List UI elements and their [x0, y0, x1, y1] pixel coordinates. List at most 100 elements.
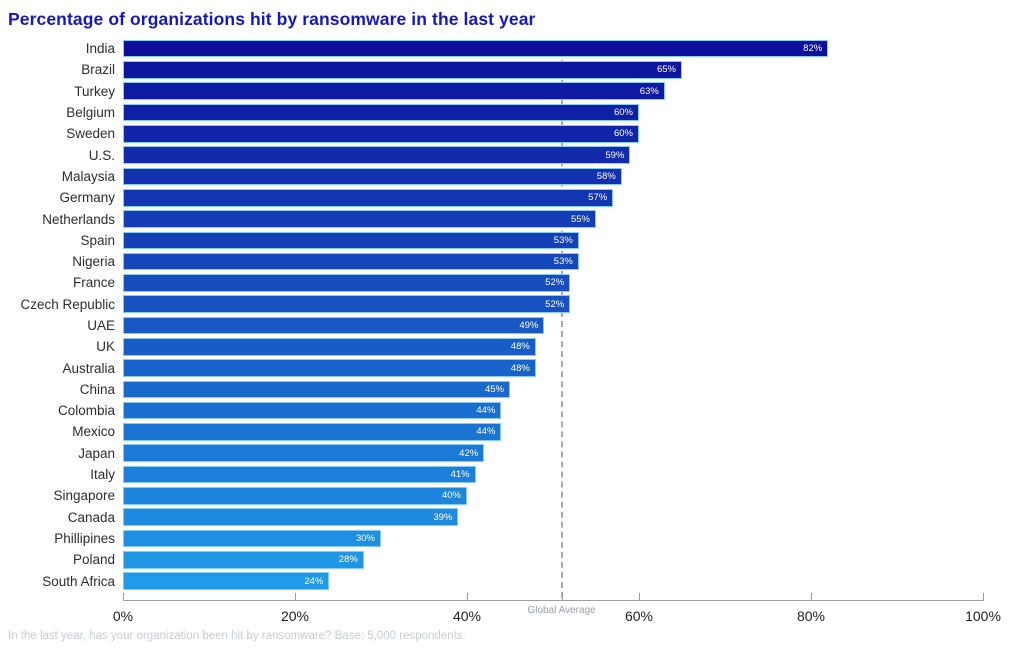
bar: 30% [123, 529, 381, 548]
country-label: Spain [80, 232, 115, 248]
bar-row: Turkey 63% [0, 81, 983, 102]
bar-track: 60% [123, 103, 983, 122]
bar-track: 63% [123, 82, 983, 101]
bar: 41% [123, 465, 476, 484]
axis-tick-label: 40% [452, 608, 482, 624]
bar-value-label: 60% [613, 107, 633, 119]
bar-value-label: 44% [476, 426, 496, 438]
country-label: Colombia [57, 403, 115, 419]
bar-value-label: 82% [803, 43, 823, 55]
bar-row: Canada 39% [0, 507, 983, 528]
bar-value-label: 39% [433, 511, 453, 523]
bar-row: China 45% [0, 379, 983, 400]
bar-row: South Africa 24% [0, 570, 983, 591]
country-label: Nigeria [72, 254, 115, 270]
bar-track: 55% [123, 210, 983, 228]
bar-row: U.S. 59% [0, 144, 983, 165]
axis-tick-mark [983, 593, 984, 601]
bar-value-label: 59% [605, 149, 625, 161]
bar-row: Italy 41% [0, 464, 983, 485]
bar-track: 60% [123, 125, 983, 143]
bar-value-label: 28% [338, 554, 358, 566]
country-label: Poland [72, 552, 115, 568]
bar-track: 41% [123, 465, 983, 484]
bar-track: 52% [123, 274, 983, 292]
bar-value-label: 53% [553, 234, 573, 246]
bar-row: Singapore 40% [0, 485, 983, 506]
bar-track: 53% [123, 231, 983, 250]
bar-track: 45% [123, 380, 983, 399]
country-label: Australia [62, 360, 115, 376]
bar-row: India 82% [0, 38, 983, 59]
country-label: Netherlands [42, 211, 115, 227]
bar: 39% [123, 508, 459, 526]
country-label: Japan [78, 445, 115, 461]
bar-track: 24% [123, 572, 983, 590]
bar-track: 28% [123, 550, 983, 569]
bar-track: 58% [123, 167, 983, 186]
bar-value-label: 48% [510, 341, 530, 353]
bar-row: Sweden 60% [0, 123, 983, 144]
axis-tick-label: 60% [624, 608, 654, 624]
country-label: UK [96, 339, 115, 355]
bar-track: 44% [123, 423, 983, 441]
country-label: UAE [87, 318, 115, 333]
bar-track: 42% [123, 444, 983, 463]
global-average-label: Global Average [527, 605, 596, 616]
country-label: Phillipines [54, 530, 115, 546]
bar-row: Czech Republic 52% [0, 294, 983, 315]
axis-tick-label: 0% [112, 608, 134, 624]
bar-track: 39% [123, 508, 983, 526]
bar-row: Germany 57% [0, 187, 983, 208]
bar: 52% [123, 295, 571, 313]
bar: 44% [123, 401, 502, 420]
country-label: U.S. [88, 147, 115, 163]
bar-row: Netherlands 55% [0, 208, 983, 229]
bar-value-label: 58% [596, 170, 616, 182]
x-axis: 0% 20% 40% 60% 80% 100% Global Average [113, 593, 1001, 624]
bar-value-label: 48% [510, 362, 530, 374]
bar-track: 30% [123, 529, 983, 548]
bar-track: 44% [123, 401, 983, 420]
bar-track: 57% [123, 188, 983, 207]
bar: 55% [123, 210, 596, 228]
country-label: South Africa [42, 573, 115, 589]
bar: 24% [123, 572, 330, 590]
bar-row: Mexico 44% [0, 421, 983, 442]
bar: 48% [123, 338, 536, 356]
bar-track: 65% [123, 61, 983, 79]
bar-row: Nigeria 53% [0, 251, 983, 272]
axis-tick-label: 20% [280, 608, 310, 624]
bar: 82% [123, 39, 829, 58]
bar-value-label: 44% [476, 405, 496, 417]
bar-value-label: 41% [450, 469, 470, 481]
bar-track: 48% [123, 359, 983, 377]
bar-row: Japan 42% [0, 443, 983, 464]
bar-track: 52% [123, 295, 983, 313]
bar-row: Poland 28% [0, 549, 983, 570]
bar-track: 59% [123, 146, 983, 164]
bar-row: Brazil 65% [0, 59, 983, 80]
bar-value-label: 60% [613, 128, 633, 140]
country-label: Czech Republic [20, 296, 115, 312]
footnote: In the last year, has your organization … [8, 630, 466, 642]
chart-title: Percentage of organizations hit by ranso… [8, 9, 536, 29]
bar-value-label: 24% [304, 575, 324, 587]
global-average-tick-mark [561, 593, 563, 601]
country-label: Sweden [66, 126, 115, 142]
bar-row: France 52% [0, 272, 983, 293]
bar-row: Colombia 44% [0, 400, 983, 421]
bar-value-label: 65% [656, 64, 676, 76]
bar-value-label: 49% [519, 320, 539, 331]
bar-value-label: 57% [588, 192, 608, 204]
bar: 45% [123, 380, 510, 399]
bar-row: Phillipines 30% [0, 528, 983, 549]
country-label: India [85, 41, 115, 57]
bar-value-label: 53% [553, 256, 573, 268]
bar-row: Belgium 60% [0, 102, 983, 123]
bar: 28% [123, 550, 364, 569]
bar-track: 48% [123, 338, 983, 356]
bar-value-label: 52% [545, 277, 565, 289]
bar: 65% [123, 61, 682, 79]
